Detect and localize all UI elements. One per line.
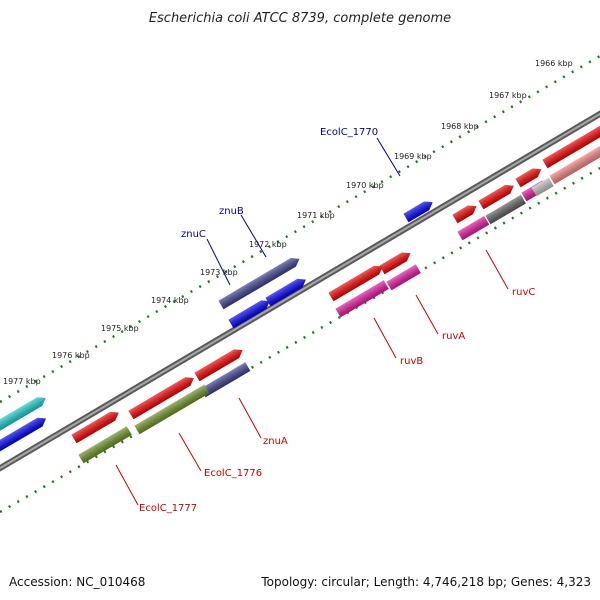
gene-box-grey-1[interactable] <box>485 194 526 225</box>
map-title: Escherichia coli ATCC 8739, complete gen… <box>149 11 451 26</box>
gene-arrow-ruvc-3[interactable] <box>515 165 543 188</box>
gene-arrow-ecolc-1770[interactable] <box>403 198 435 223</box>
tick-label-1968: 1968 kbp <box>441 122 479 131</box>
gene-box-pink-3[interactable] <box>335 280 389 318</box>
gene-label-ruvc[interactable]: ruvC <box>512 287 535 298</box>
gene-box-lightgrey[interactable] <box>531 177 554 197</box>
gene-label-znuc[interactable]: znuC <box>181 229 206 240</box>
gene-label-znua[interactable]: znuA <box>263 436 288 447</box>
gene-arrow-znuc-2[interactable] <box>265 275 308 307</box>
gene-arrow-red-right[interactable] <box>542 121 600 169</box>
tick-label-1966: 1966 kbp <box>535 59 573 68</box>
gene-arrow-cyan[interactable] <box>0 394 48 437</box>
gene-arrow-ruvc-1[interactable] <box>452 202 479 224</box>
tick-label-1973: 1973 kbp <box>200 268 238 277</box>
gene-box-pink-4[interactable] <box>386 264 421 291</box>
gene-box-salmon[interactable] <box>549 142 600 185</box>
gene-arrow-znuc[interactable] <box>228 297 272 329</box>
gene-box-olive-1[interactable] <box>134 384 210 435</box>
tick-label-1976: 1976 kbp <box>52 351 90 360</box>
gene-arrow-znua[interactable] <box>194 346 245 382</box>
genome-backbone <box>0 110 600 472</box>
gene-box-purple[interactable] <box>200 362 251 398</box>
tick-label-1969: 1969 kbp <box>394 152 432 161</box>
gene-label-ecolc-1776[interactable]: EcolC_1776 <box>204 468 262 479</box>
gene-label-ecolc-1777[interactable]: EcolC_1777 <box>139 503 197 514</box>
gene-label-znub[interactable]: znuB <box>219 206 244 217</box>
gene-label-ruva[interactable]: ruvA <box>442 331 465 342</box>
gene-box-pink-1[interactable] <box>457 215 490 241</box>
ruler-track-outer <box>0 54 600 404</box>
ruler-tick-labels: 1966 kbp 1967 kbp 1968 kbp 1969 kbp 1970… <box>3 59 573 386</box>
gene-label-leaders <box>115 137 509 506</box>
gene-arrow-ruvb[interactable] <box>328 262 385 302</box>
gene-arrow-ecolc-1776[interactable] <box>128 374 196 420</box>
gene-label-ruvb[interactable]: ruvB <box>400 356 423 367</box>
gene-box-olive-2[interactable] <box>78 426 132 464</box>
gene-arrow-ruva[interactable] <box>379 249 413 275</box>
accession-text: Accession: NC_010468 <box>9 575 146 589</box>
gene-labels: EcolC_1770 znuB znuC ruvC ruvA ruvB znuA… <box>139 127 535 514</box>
tick-label-1970: 1970 kbp <box>346 181 384 190</box>
tick-label-1971: 1971 kbp <box>297 211 335 220</box>
gene-features <box>0 121 600 464</box>
tick-label-1974: 1974 kbp <box>151 296 189 305</box>
gene-label-ecolc-1770[interactable]: EcolC_1770 <box>320 127 378 138</box>
tick-label-1967: 1967 kbp <box>489 91 527 100</box>
tick-label-1977: 1977 kbp <box>3 377 41 386</box>
gene-arrow-znub[interactable] <box>218 255 301 310</box>
genome-summary-text: Topology: circular; Length: 4,746,218 bp… <box>261 575 591 589</box>
gene-arrow-ecolc-1777[interactable] <box>71 408 121 444</box>
tick-label-1972: 1972 kbp <box>249 240 287 249</box>
gene-arrow-blue-left[interactable] <box>0 414 49 460</box>
gene-arrow-ruvc-2[interactable] <box>478 181 516 210</box>
tick-label-1975: 1975 kbp <box>101 324 139 333</box>
